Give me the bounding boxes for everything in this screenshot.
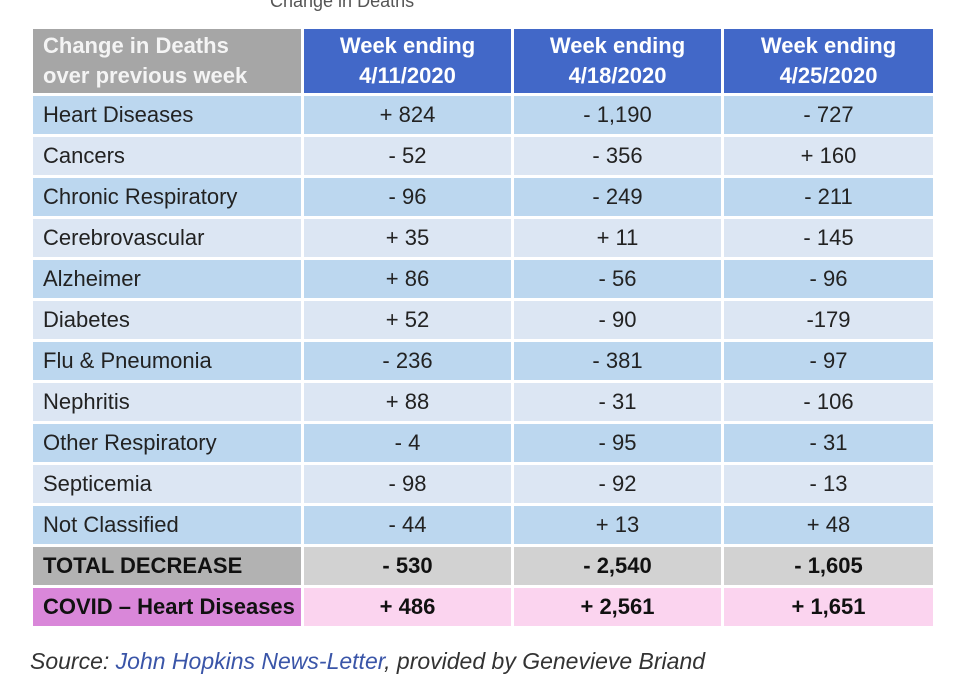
source-prefix: Source: bbox=[30, 648, 116, 674]
row-label: Cerebrovascular bbox=[33, 219, 301, 257]
total-decrease-row: TOTAL DECREASE - 530 - 2,540 - 1,605 bbox=[33, 547, 933, 585]
row-label: Diabetes bbox=[33, 301, 301, 339]
header-week-1: Week ending 4/11/2020 bbox=[304, 29, 511, 93]
table-row: Flu & Pneumonia - 236 - 381 - 97 bbox=[33, 342, 933, 380]
cell-week-3: - 13 bbox=[724, 465, 933, 503]
covid-heart-row: COVID – Heart Diseases + 486 + 2,561 + 1… bbox=[33, 588, 933, 626]
cell-week-2: + 13 bbox=[514, 506, 721, 544]
source-suffix: , provided by Genevieve Briand bbox=[384, 648, 705, 674]
cell-week-3: - 727 bbox=[724, 96, 933, 134]
deaths-change-table: Change in Deaths over previous week Week… bbox=[30, 26, 936, 629]
row-label: Flu & Pneumonia bbox=[33, 342, 301, 380]
cropped-heading-text: Change in Deaths bbox=[270, 0, 414, 12]
cell-week-3: + 48 bbox=[724, 506, 933, 544]
cell-week-1: - 44 bbox=[304, 506, 511, 544]
total-week-1: - 530 bbox=[304, 547, 511, 585]
cell-week-1: - 4 bbox=[304, 424, 511, 462]
cell-week-2: - 90 bbox=[514, 301, 721, 339]
cell-week-1: + 86 bbox=[304, 260, 511, 298]
cell-week-1: + 52 bbox=[304, 301, 511, 339]
cell-week-1: + 35 bbox=[304, 219, 511, 257]
table-row: Nephritis + 88 - 31 - 106 bbox=[33, 383, 933, 421]
covid-heart-label: COVID – Heart Diseases bbox=[33, 588, 301, 626]
header-label-line2: over previous week bbox=[43, 61, 301, 91]
cell-week-2: + 11 bbox=[514, 219, 721, 257]
cell-week-3: - 31 bbox=[724, 424, 933, 462]
cell-week-3: - 211 bbox=[724, 178, 933, 216]
header-week-1-line1: Week ending bbox=[304, 31, 511, 61]
table-row: Not Classified - 44 + 13 + 48 bbox=[33, 506, 933, 544]
cell-week-2: - 31 bbox=[514, 383, 721, 421]
table-row: Septicemia - 98 - 92 - 13 bbox=[33, 465, 933, 503]
total-decrease-label: TOTAL DECREASE bbox=[33, 547, 301, 585]
header-week-2-date: 4/18/2020 bbox=[514, 61, 721, 91]
covid-week-3: + 1,651 bbox=[724, 588, 933, 626]
table-row: Other Respiratory - 4 - 95 - 31 bbox=[33, 424, 933, 462]
table-row: Chronic Respiratory - 96 - 249 - 211 bbox=[33, 178, 933, 216]
cell-week-3: - 96 bbox=[724, 260, 933, 298]
row-label: Heart Diseases bbox=[33, 96, 301, 134]
header-week-1-date: 4/11/2020 bbox=[304, 61, 511, 91]
cell-week-1: + 824 bbox=[304, 96, 511, 134]
source-caption: Source: John Hopkins News-Letter, provid… bbox=[30, 648, 705, 675]
cell-week-2: - 92 bbox=[514, 465, 721, 503]
cropped-heading: Change in Deaths bbox=[0, 0, 958, 12]
row-label: Septicemia bbox=[33, 465, 301, 503]
row-label: Nephritis bbox=[33, 383, 301, 421]
table-row: Cerebrovascular + 35 + 11 - 145 bbox=[33, 219, 933, 257]
total-week-3: - 1,605 bbox=[724, 547, 933, 585]
cell-week-3: + 160 bbox=[724, 137, 933, 175]
cell-week-1: - 96 bbox=[304, 178, 511, 216]
header-week-2-line1: Week ending bbox=[514, 31, 721, 61]
source-link[interactable]: John Hopkins News-Letter bbox=[116, 648, 384, 674]
table-row: Heart Diseases + 824 - 1,190 - 727 bbox=[33, 96, 933, 134]
header-label-cell: Change in Deaths over previous week bbox=[33, 29, 301, 93]
header-week-2: Week ending 4/18/2020 bbox=[514, 29, 721, 93]
total-week-2: - 2,540 bbox=[514, 547, 721, 585]
cell-week-3: - 97 bbox=[724, 342, 933, 380]
table-row: Alzheimer + 86 - 56 - 96 bbox=[33, 260, 933, 298]
covid-week-2: + 2,561 bbox=[514, 588, 721, 626]
cell-week-1: + 88 bbox=[304, 383, 511, 421]
cell-week-3: - 106 bbox=[724, 383, 933, 421]
cell-week-2: - 249 bbox=[514, 178, 721, 216]
header-week-3: Week ending 4/25/2020 bbox=[724, 29, 933, 93]
row-label: Alzheimer bbox=[33, 260, 301, 298]
cell-week-2: - 56 bbox=[514, 260, 721, 298]
cell-week-2: - 381 bbox=[514, 342, 721, 380]
row-label: Other Respiratory bbox=[33, 424, 301, 462]
cell-week-1: - 236 bbox=[304, 342, 511, 380]
header-week-3-line1: Week ending bbox=[724, 31, 933, 61]
covid-week-1: + 486 bbox=[304, 588, 511, 626]
cell-week-2: - 95 bbox=[514, 424, 721, 462]
table-row: Cancers - 52 - 356 + 160 bbox=[33, 137, 933, 175]
header-week-3-date: 4/25/2020 bbox=[724, 61, 933, 91]
row-label: Not Classified bbox=[33, 506, 301, 544]
cell-week-3: - 145 bbox=[724, 219, 933, 257]
table-row: Diabetes + 52 - 90 -179 bbox=[33, 301, 933, 339]
cell-week-2: - 356 bbox=[514, 137, 721, 175]
row-label: Chronic Respiratory bbox=[33, 178, 301, 216]
cell-week-1: - 98 bbox=[304, 465, 511, 503]
row-label: Cancers bbox=[33, 137, 301, 175]
cell-week-2: - 1,190 bbox=[514, 96, 721, 134]
cell-week-3: -179 bbox=[724, 301, 933, 339]
header-label-line1: Change in Deaths bbox=[43, 31, 301, 61]
cell-week-1: - 52 bbox=[304, 137, 511, 175]
header-row: Change in Deaths over previous week Week… bbox=[33, 29, 933, 93]
